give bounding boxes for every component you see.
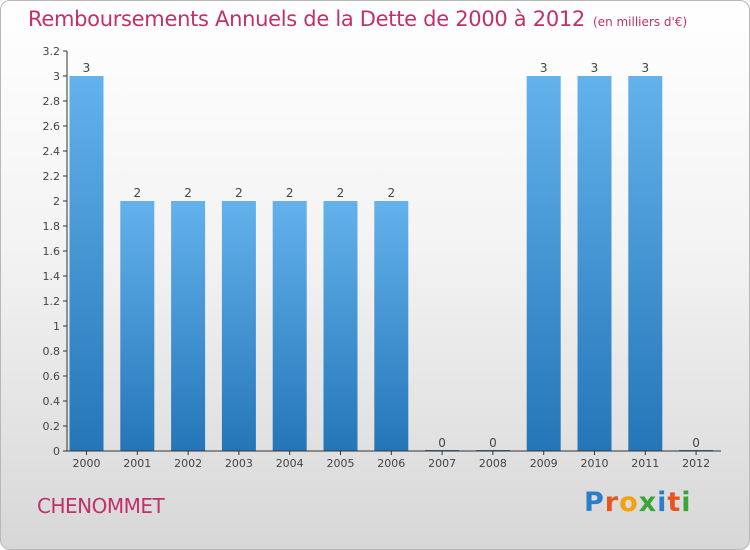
logo-letter: t <box>667 487 682 518</box>
value-label-2003: 2 <box>235 186 243 200</box>
bar-2005 <box>323 201 358 451</box>
x-tick-label-2008: 2008 <box>479 457 507 470</box>
value-label-2012: 0 <box>692 436 700 450</box>
x-tick-label-2003: 2003 <box>225 457 253 470</box>
x-tick-label-2000: 2000 <box>73 457 101 470</box>
bar-2000 <box>69 76 104 451</box>
value-label-2010: 3 <box>591 61 599 75</box>
logo-letter: i <box>681 487 692 518</box>
value-label-2002: 2 <box>184 186 192 200</box>
value-label-2001: 2 <box>133 186 141 200</box>
proxiti-logo: Proxiti <box>584 487 692 518</box>
bar-2009 <box>526 76 561 451</box>
y-tick-label: 0 <box>53 445 60 458</box>
y-tick-label: 1.8 <box>43 220 61 233</box>
chart-title-text: Remboursements Annuels de la Dette de 20… <box>28 7 585 31</box>
logo-letter: P <box>584 487 605 518</box>
y-tick-label: 2.6 <box>43 120 61 133</box>
y-tick-label: 2.4 <box>43 145 61 158</box>
x-tick-label-2002: 2002 <box>174 457 202 470</box>
x-tick-label-2012: 2012 <box>682 457 710 470</box>
x-tick-label-2011: 2011 <box>631 457 659 470</box>
unit-note: (en milliers d'€) <box>593 15 688 29</box>
x-tick-label-2009: 2009 <box>530 457 558 470</box>
y-tick-label: 1 <box>53 320 60 333</box>
value-label-2004: 2 <box>286 186 294 200</box>
bar-2002 <box>171 201 206 451</box>
logo-letter: r <box>604 487 620 518</box>
y-tick-label: 2.8 <box>43 95 61 108</box>
y-tick-label: 1.4 <box>43 270 61 283</box>
x-tick-label-2001: 2001 <box>123 457 151 470</box>
value-label-2005: 2 <box>337 186 345 200</box>
y-tick-label: 1.2 <box>43 295 61 308</box>
value-label-2008: 0 <box>489 436 497 450</box>
x-axis: 2000 2001 2002 2003 2004 2005 2006 2007 2008 2009… <box>67 450 721 470</box>
chart-title: Remboursements Annuels de la Dette de 20… <box>28 7 687 31</box>
y-tick-label: 0.8 <box>43 345 61 358</box>
bar-2011 <box>628 76 663 451</box>
bar-2006 <box>374 201 409 451</box>
y-axis: 0 0.2 0.4 0.6 0.8 1 1.2 1.4 1.6 1.8 2 2.2 2.4 2.6 2.8 3… <box>43 45 68 458</box>
bar-2001 <box>120 201 155 451</box>
y-tick-label: 0.2 <box>43 420 61 433</box>
x-tick-label-2007: 2007 <box>428 457 456 470</box>
x-tick-label-2006: 2006 <box>377 457 405 470</box>
value-label-2000: 3 <box>83 61 91 75</box>
bar-2004 <box>272 201 307 451</box>
bar-2010 <box>577 76 612 451</box>
y-tick-label: 1.6 <box>43 245 61 258</box>
y-tick-label: 0.6 <box>43 370 61 383</box>
y-tick-label: 3.2 <box>43 45 61 58</box>
logo-letter: o <box>619 487 639 518</box>
value-label-2011: 3 <box>641 61 649 75</box>
value-label-2006: 2 <box>387 186 395 200</box>
logo-letter: i <box>657 487 668 518</box>
value-label-2009: 3 <box>540 61 548 75</box>
y-tick-label: 2 <box>53 195 60 208</box>
bars: 3 2 2 2 2 2 2 0 0 3 3 3 0 <box>69 61 714 451</box>
y-tick-label: 3 <box>53 70 60 83</box>
x-tick-label-2005: 2005 <box>327 457 355 470</box>
y-tick-label: 2.2 <box>43 170 61 183</box>
y-tick-label: 0.4 <box>43 395 61 408</box>
x-tick-label-2004: 2004 <box>276 457 304 470</box>
x-tick-label-2010: 2010 <box>581 457 609 470</box>
logo-letter: x <box>638 487 658 518</box>
bar-2003 <box>221 201 256 451</box>
value-label-2007: 0 <box>438 436 446 450</box>
commune-name: CHENOMMET <box>37 494 165 518</box>
